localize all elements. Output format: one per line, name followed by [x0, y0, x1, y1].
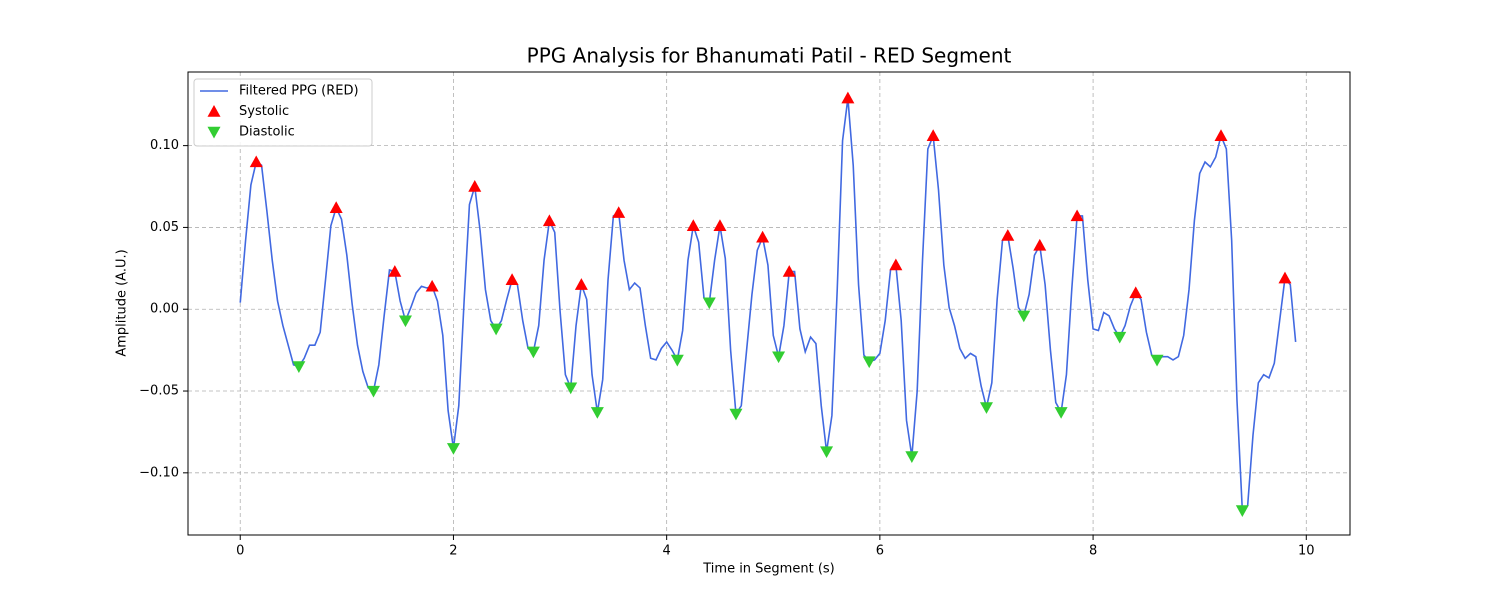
ppg-line: [239, 98, 1297, 513]
legend-swatch: [207, 105, 221, 117]
x-tick-label: 8: [1089, 544, 1097, 559]
y-tick-label: 0.10: [150, 138, 179, 153]
plot-frame: [187, 71, 1351, 536]
legend-label: Systolic: [239, 104, 289, 119]
peak-marker: [772, 351, 786, 364]
x-tick-label: 6: [876, 544, 884, 559]
peak-marker: [686, 219, 700, 231]
peak-marker: [926, 129, 940, 142]
peak-marker: [1214, 129, 1228, 142]
peak-marker: [713, 219, 727, 231]
y-tick-label: 0.00: [150, 302, 179, 317]
y-axis-label: Amplitude (A.U.): [115, 249, 130, 356]
x-tick-label: 2: [449, 544, 457, 559]
peak-marker: [249, 155, 263, 168]
peak-marker: [542, 214, 556, 227]
peak-marker: [1070, 209, 1084, 222]
y-tick-label: −0.05: [139, 384, 179, 399]
peak-marker: [489, 323, 503, 336]
peak-marker: [820, 446, 834, 459]
peak-marker: [329, 201, 343, 213]
peak-marker: [388, 265, 402, 277]
peak-marker: [1017, 310, 1031, 323]
peak-marker: [1129, 286, 1143, 299]
x-axis-label: Time in Segment (s): [702, 562, 834, 577]
peak-marker: [1001, 229, 1015, 241]
peak-marker: [468, 180, 482, 192]
peak-marker: [1235, 505, 1249, 517]
peak-marker: [564, 382, 578, 395]
peak-marker: [782, 265, 796, 277]
y-tick-label: 0.05: [150, 220, 179, 235]
peak-marker: [1278, 271, 1292, 284]
peak-marker: [670, 354, 684, 367]
peak-marker: [366, 385, 380, 398]
peak-marker: [590, 407, 604, 419]
legend-box: [193, 78, 373, 147]
peak-marker: [425, 279, 439, 292]
peak-marker: [1033, 238, 1047, 251]
peak-marker: [702, 297, 716, 310]
chart-title: PPG Analysis for Bhanumati Patil - RED S…: [527, 44, 1012, 68]
peak-marker: [398, 315, 412, 328]
peak-marker: [729, 408, 743, 421]
x-tick-label: 10: [1298, 544, 1315, 559]
peak-marker: [905, 451, 919, 463]
peak-marker: [612, 206, 626, 218]
legend-swatch: [207, 126, 221, 139]
peak-marker: [979, 402, 993, 414]
peak-marker: [574, 278, 588, 290]
peak-marker: [756, 230, 770, 243]
peak-marker: [292, 361, 306, 373]
x-tick-label: 4: [663, 544, 671, 559]
peak-marker: [1150, 354, 1164, 367]
peak-marker: [889, 258, 903, 271]
y-tick-label: −0.10: [139, 465, 179, 480]
x-tick-label: 0: [236, 544, 244, 559]
peak-marker: [1054, 407, 1068, 419]
peak-marker: [862, 356, 876, 369]
peak-marker: [526, 346, 540, 359]
legend-label: Diastolic: [239, 125, 295, 140]
peak-marker: [841, 91, 855, 104]
peak-marker: [505, 273, 519, 285]
peak-marker: [1113, 331, 1127, 344]
legend-label: Filtered PPG (RED): [239, 84, 359, 99]
peak-marker: [446, 443, 460, 455]
